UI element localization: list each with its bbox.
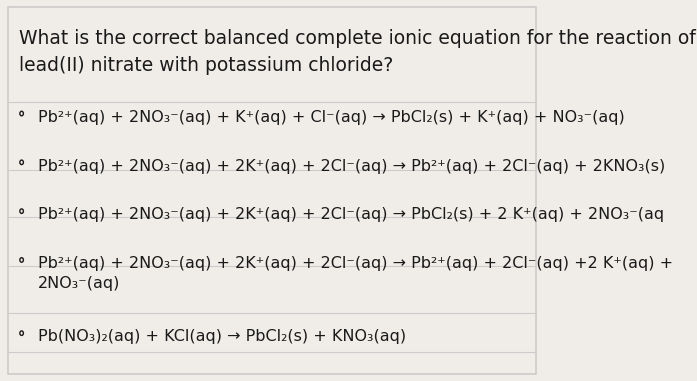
Text: What is the correct balanced complete ionic equation for the reaction of
lead(II: What is the correct balanced complete io… (19, 29, 696, 75)
Text: Pb²⁺(aq) + 2NO₃⁻(aq) + K⁺(aq) + Cl⁻(aq) → PbCl₂(s) + K⁺(aq) + NO₃⁻(aq): Pb²⁺(aq) + 2NO₃⁻(aq) + K⁺(aq) + Cl⁻(aq) … (38, 110, 625, 125)
Text: Pb²⁺(aq) + 2NO₃⁻(aq) + 2K⁺(aq) + 2Cl⁻(aq) → PbCl₂(s) + 2 K⁺(aq) + 2NO₃⁻(aq: Pb²⁺(aq) + 2NO₃⁻(aq) + 2K⁺(aq) + 2Cl⁻(aq… (38, 207, 664, 223)
FancyBboxPatch shape (8, 6, 536, 375)
Text: Pb²⁺(aq) + 2NO₃⁻(aq) + 2K⁺(aq) + 2Cl⁻(aq) → Pb²⁺(aq) + 2Cl⁻(aq) +2 K⁺(aq) +
2NO₃: Pb²⁺(aq) + 2NO₃⁻(aq) + 2K⁺(aq) + 2Cl⁻(aq… (38, 256, 673, 291)
Text: Pb(NO₃)₂(aq) + KCl(aq) → PbCl₂(s) + KNO₃(aq): Pb(NO₃)₂(aq) + KCl(aq) → PbCl₂(s) + KNO₃… (38, 330, 406, 344)
Text: Pb²⁺(aq) + 2NO₃⁻(aq) + 2K⁺(aq) + 2Cl⁻(aq) → Pb²⁺(aq) + 2Cl⁻(aq) + 2KNO₃(s): Pb²⁺(aq) + 2NO₃⁻(aq) + 2K⁺(aq) + 2Cl⁻(aq… (38, 158, 665, 174)
